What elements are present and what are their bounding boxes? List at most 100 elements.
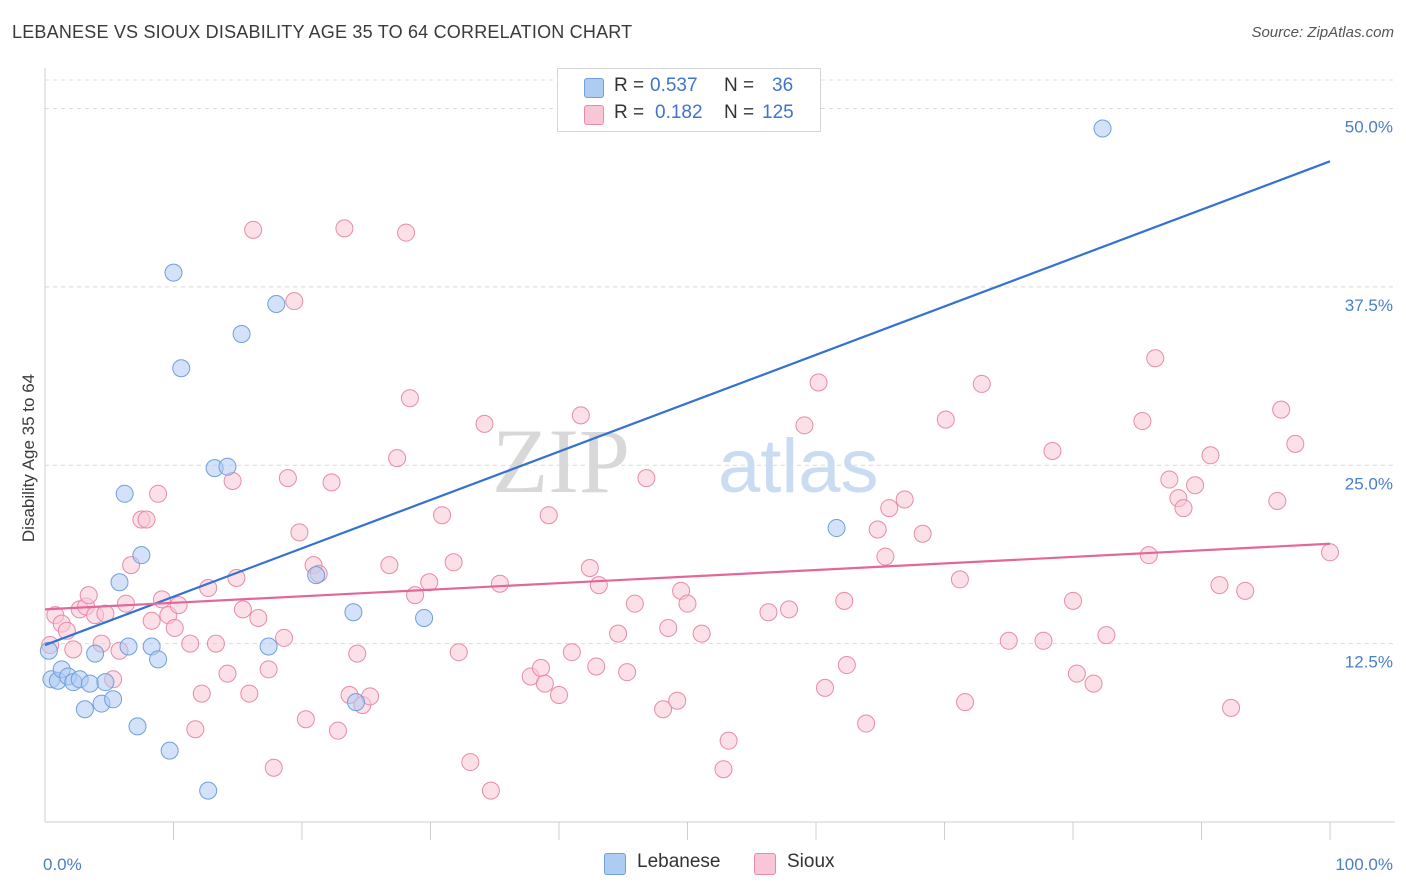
data-point bbox=[461, 753, 480, 772]
data-point bbox=[618, 663, 637, 682]
data-point bbox=[278, 469, 297, 488]
data-point bbox=[79, 586, 98, 605]
lebanese-points bbox=[39, 119, 1112, 800]
data-point bbox=[296, 710, 315, 729]
data-point bbox=[348, 644, 367, 663]
y-tick-label: 50.0% bbox=[1345, 118, 1393, 137]
data-point bbox=[678, 594, 697, 613]
data-point bbox=[1174, 499, 1193, 518]
data-point bbox=[128, 717, 147, 736]
data-point bbox=[115, 484, 134, 503]
data-point bbox=[240, 684, 259, 703]
data-point bbox=[490, 574, 509, 593]
data-point bbox=[172, 359, 191, 378]
data-point bbox=[535, 674, 554, 693]
trend-line bbox=[44, 542, 1331, 611]
data-point bbox=[609, 624, 628, 643]
data-point bbox=[880, 499, 899, 518]
data-point bbox=[104, 690, 123, 709]
legend-n-value: 36 bbox=[772, 75, 794, 96]
trend-lines bbox=[44, 160, 1331, 647]
sioux-swatch bbox=[754, 853, 776, 875]
data-point bbox=[481, 781, 500, 800]
data-point bbox=[96, 673, 115, 692]
data-point bbox=[264, 758, 283, 777]
data-point bbox=[444, 553, 463, 572]
data-point bbox=[659, 618, 678, 637]
legend-label: Lebanese bbox=[637, 851, 721, 872]
x-tick-label: 100.0% bbox=[1335, 855, 1393, 874]
data-point bbox=[1236, 581, 1255, 600]
data-point bbox=[1146, 349, 1165, 368]
data-point bbox=[587, 657, 606, 676]
data-point bbox=[169, 596, 188, 615]
legend-n-label: N = bbox=[724, 102, 755, 123]
data-point bbox=[550, 686, 568, 705]
data-point bbox=[580, 559, 599, 578]
data-point bbox=[39, 641, 58, 660]
data-point bbox=[1097, 626, 1116, 645]
data-point bbox=[449, 643, 468, 662]
legend-n-label: N = bbox=[724, 75, 755, 96]
data-point bbox=[160, 741, 179, 760]
data-point bbox=[165, 618, 184, 637]
data-point bbox=[895, 490, 914, 509]
data-point bbox=[388, 449, 407, 468]
data-point bbox=[837, 656, 856, 675]
sioux-points bbox=[41, 219, 1339, 800]
y-axis-label: Disability Age 35 to 64 bbox=[19, 374, 38, 542]
data-point bbox=[562, 643, 581, 662]
data-point bbox=[322, 473, 341, 492]
data-point bbox=[192, 684, 211, 703]
y-tick-label: 37.5% bbox=[1345, 296, 1393, 315]
data-point bbox=[80, 674, 99, 693]
data-point bbox=[795, 416, 814, 435]
data-point bbox=[809, 373, 828, 392]
legend-r-value: 0.182 bbox=[655, 102, 703, 123]
data-point bbox=[1067, 664, 1086, 683]
data-point bbox=[719, 731, 738, 750]
data-point bbox=[186, 720, 205, 739]
data-point bbox=[532, 658, 551, 677]
x-tick-label: 0.0% bbox=[43, 855, 82, 874]
watermark-zip: ZIP bbox=[492, 410, 630, 512]
legend-n-value: 125 bbox=[762, 102, 794, 123]
data-point bbox=[110, 573, 129, 592]
data-point bbox=[835, 591, 854, 610]
data-point bbox=[218, 664, 237, 683]
data-point bbox=[181, 634, 200, 653]
sioux-swatch bbox=[584, 105, 604, 125]
legend-r-value: 0.537 bbox=[650, 75, 698, 96]
data-point bbox=[132, 546, 151, 565]
data-point bbox=[956, 693, 975, 712]
data-point bbox=[1286, 434, 1305, 453]
data-point bbox=[346, 693, 365, 712]
tick-labels: 12.5% 25.0% 37.5% 50.0% 0.0% 100.0% bbox=[43, 118, 1393, 874]
data-point bbox=[692, 624, 711, 643]
data-point bbox=[164, 263, 183, 282]
data-point bbox=[259, 637, 278, 656]
data-point bbox=[86, 644, 105, 663]
data-point bbox=[1034, 631, 1053, 650]
data-point bbox=[267, 295, 286, 314]
data-point bbox=[380, 556, 399, 575]
data-point bbox=[116, 594, 135, 613]
data-point bbox=[876, 547, 895, 566]
data-point bbox=[1133, 412, 1152, 431]
data-point bbox=[206, 634, 225, 653]
source-note: Source: ZipAtlas.com bbox=[1251, 24, 1394, 41]
data-point bbox=[654, 700, 673, 719]
data-point bbox=[780, 600, 799, 619]
data-point bbox=[1210, 576, 1229, 595]
data-point bbox=[950, 570, 969, 589]
data-point bbox=[625, 594, 644, 613]
data-point bbox=[244, 220, 263, 239]
data-point bbox=[815, 678, 834, 697]
legend-r-label: R = bbox=[614, 102, 645, 123]
chart-title: LEBANESE VS SIOUX DISABILITY AGE 35 TO 6… bbox=[12, 22, 633, 42]
data-point bbox=[433, 506, 452, 525]
lebanese-swatch bbox=[604, 853, 626, 875]
data-point bbox=[539, 506, 558, 525]
data-point bbox=[400, 389, 419, 408]
data-point bbox=[290, 523, 309, 542]
